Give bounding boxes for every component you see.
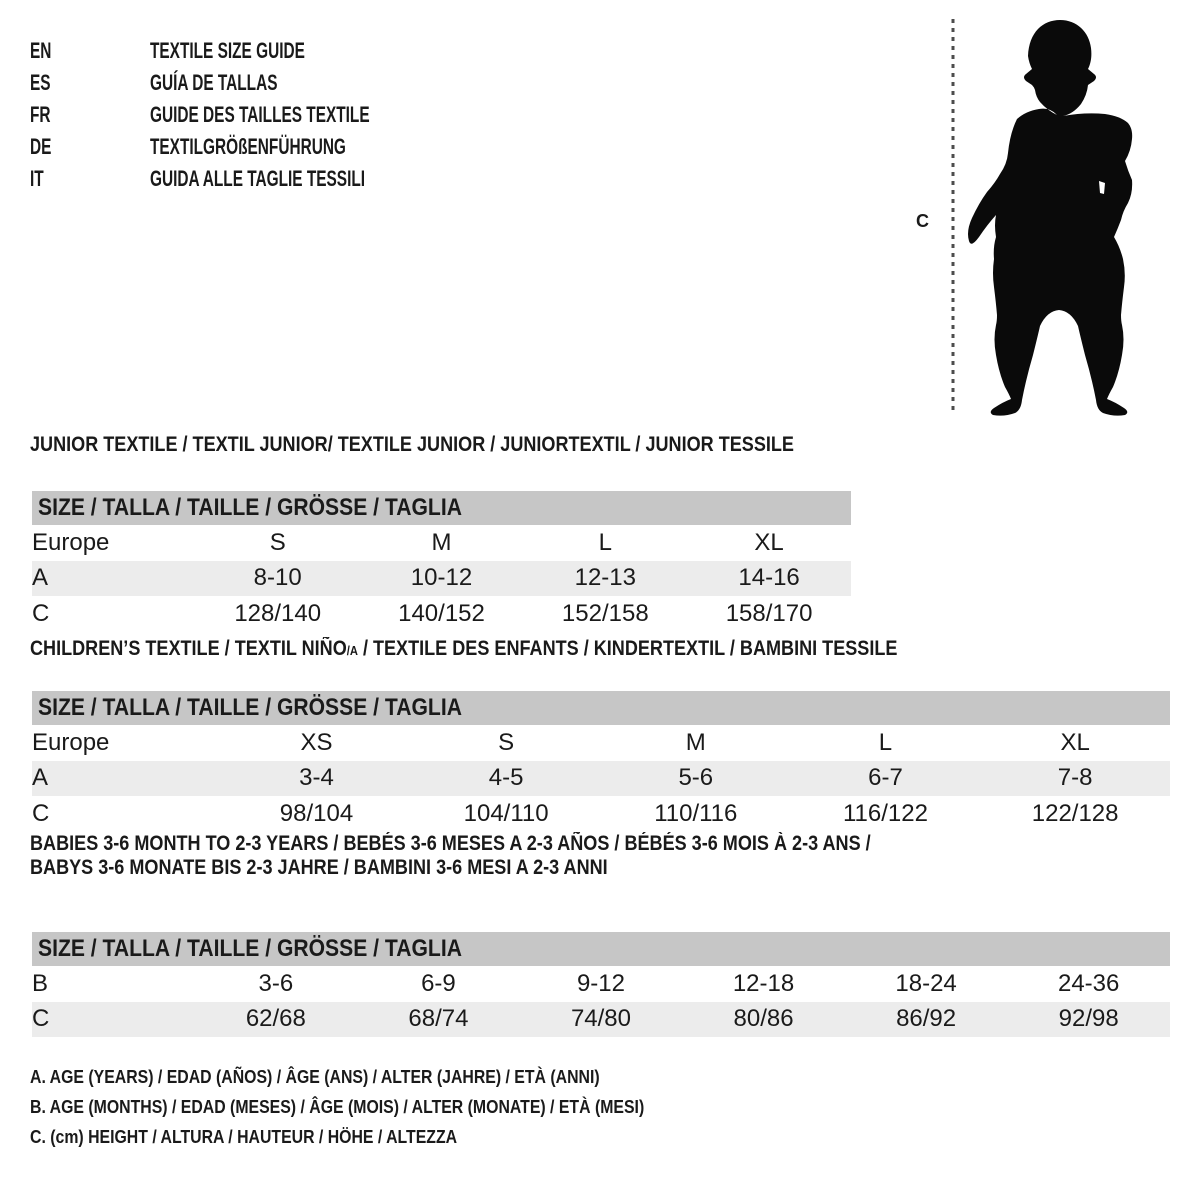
svg-text:C: C bbox=[916, 211, 929, 231]
